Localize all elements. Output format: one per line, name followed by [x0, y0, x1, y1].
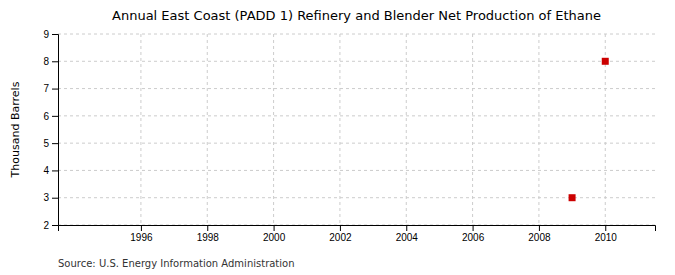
tick: 2	[43, 220, 58, 231]
tick-mark	[539, 225, 540, 231]
grid-line	[58, 197, 655, 198]
tick: 6	[43, 111, 58, 122]
grid-line	[58, 143, 655, 144]
grid-line	[273, 34, 274, 225]
tick: 1998	[197, 225, 220, 243]
tick-mark	[52, 61, 58, 62]
tick-label: 4	[43, 165, 49, 176]
tick: 7	[43, 83, 58, 94]
grid-line	[207, 34, 208, 225]
y-axis: 2 3 4 5 6 7 8 9	[43, 29, 58, 231]
tick: 4	[43, 165, 58, 176]
chart: 1996 1998 2000 2002 2004 2006 2008 2010 2 3 4 5 6 7 8 9…	[0, 0, 675, 275]
grid-line	[58, 34, 655, 35]
grid-line	[58, 88, 655, 89]
tick-label: 2000	[263, 232, 286, 243]
tick-label: 9	[43, 29, 49, 40]
grid-line	[472, 34, 473, 225]
tick: 1996	[130, 225, 153, 243]
source: Source: U.S. Energy Information Administ…	[58, 258, 295, 269]
tick-mark	[340, 225, 341, 231]
grid-line	[58, 170, 655, 171]
tick: 8	[43, 56, 58, 67]
tick: 2004	[396, 225, 419, 243]
tick-mark	[141, 225, 142, 231]
tick-mark	[52, 170, 58, 171]
tick-mark	[52, 198, 58, 199]
point	[602, 58, 609, 65]
tick-label: 2010	[595, 232, 618, 243]
tick-mark	[52, 225, 58, 226]
x-axis: 1996 1998 2000 2002 2004 2006 2008 2010	[59, 225, 656, 243]
tick-label: 2006	[462, 232, 485, 243]
axis-line	[59, 226, 656, 232]
tick-label: 2002	[329, 232, 352, 243]
tick: 2006	[462, 225, 485, 243]
tick-mark	[473, 225, 474, 231]
tick-label: 6	[43, 111, 49, 122]
tick-mark	[52, 89, 58, 90]
tick-mark	[207, 225, 208, 231]
tick-label: 1996	[130, 232, 153, 243]
grid-line	[538, 34, 539, 225]
tick-mark	[52, 34, 58, 35]
grid-line	[406, 34, 407, 225]
tick-label: 8	[43, 56, 49, 67]
tick-label: 1998	[197, 232, 220, 243]
tick: 2000	[263, 225, 286, 243]
tick-label: 2008	[528, 232, 551, 243]
axis-line	[52, 35, 59, 226]
tick: 9	[43, 29, 58, 40]
tick-mark	[406, 225, 407, 231]
tick: 5	[43, 138, 58, 149]
tick: 2008	[528, 225, 551, 243]
y-axis-label: Thousand Barrels	[9, 81, 22, 178]
points	[569, 58, 609, 201]
tick-label: 5	[43, 138, 49, 149]
grid-line	[58, 61, 655, 62]
tick-mark	[52, 143, 58, 144]
title: Annual East Coast (PADD 1) Refinery and …	[112, 8, 601, 23]
tick: 2002	[329, 225, 352, 243]
tick-mark	[52, 116, 58, 117]
tick: 3	[43, 192, 58, 203]
plot: 1996 1998 2000 2002 2004 2006 2008 2010 2 3 4 5 6 7 8 9	[43, 29, 655, 243]
tick-mark	[274, 225, 275, 231]
tick-label: 3	[43, 192, 49, 203]
grid	[58, 34, 655, 225]
grid-line	[339, 34, 340, 225]
tick-label: 2004	[396, 232, 419, 243]
tick-mark	[605, 225, 606, 231]
tick-label: 2	[43, 220, 49, 231]
tick: 2010	[595, 225, 618, 243]
tick-label: 7	[43, 83, 49, 94]
grid-line	[140, 34, 141, 225]
grid-line	[58, 115, 655, 116]
point	[569, 194, 576, 201]
